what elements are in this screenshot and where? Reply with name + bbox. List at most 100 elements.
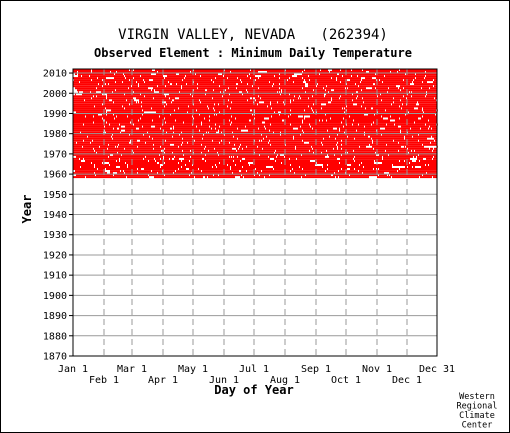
data-mark [382, 99, 400, 102]
data-mark [421, 117, 437, 120]
data-mark [425, 77, 437, 80]
data-row [73, 97, 437, 100]
data-mark [202, 123, 215, 126]
data-mark [232, 155, 233, 158]
data-mark [241, 143, 270, 146]
data-mark [383, 157, 410, 160]
data-mark [175, 109, 196, 112]
data-mark [405, 137, 427, 140]
data-mark [73, 115, 85, 118]
data-mark [258, 145, 295, 148]
y-tick-label: 1970 [43, 149, 67, 160]
data-mark [361, 81, 382, 84]
data-mark [366, 107, 371, 110]
data-mark [419, 103, 437, 106]
data-mark [182, 166, 212, 168]
data-mark [379, 174, 387, 177]
data-mark [358, 95, 377, 98]
data-mark [103, 103, 129, 106]
data-mark [92, 162, 102, 164]
data-mark [273, 85, 305, 88]
data-mark [208, 105, 227, 108]
data-mark [373, 139, 393, 142]
data-mark [200, 113, 214, 116]
data-mark [355, 168, 373, 170]
data-mark [78, 91, 79, 94]
data-mark [164, 157, 169, 160]
data-mark [315, 160, 354, 162]
data-mark [264, 137, 293, 140]
data-mark [195, 176, 203, 179]
y-tick-label: 1950 [43, 190, 67, 201]
data-mark [333, 174, 349, 177]
data-mark [114, 113, 142, 116]
data-mark [184, 157, 202, 160]
data-mark [222, 131, 232, 134]
data-mark [387, 123, 394, 126]
data-mark [73, 172, 94, 175]
data-mark [347, 123, 352, 126]
label-layer: 1870 1880 1890 1900 1910 1920 1930 1940 1950 1960… [43, 69, 455, 386]
data-mark [76, 111, 106, 114]
data-mark [124, 73, 151, 75]
data-mark [130, 133, 143, 136]
data-mark [193, 135, 233, 138]
data-mark [434, 155, 437, 158]
data-mark [165, 117, 193, 120]
data-mark [200, 99, 228, 102]
data-mark [166, 95, 192, 98]
data-mark [403, 103, 406, 106]
data-mark [332, 69, 340, 71]
data-mark [216, 127, 237, 130]
data-mark [214, 174, 218, 177]
data-mark [172, 83, 176, 86]
data-mark [194, 151, 201, 154]
data-mark [338, 147, 341, 150]
data-mark [193, 95, 222, 98]
data-mark [382, 133, 418, 136]
data-mark [175, 155, 190, 158]
data-mark [152, 170, 162, 173]
data-mark [107, 93, 124, 96]
data-mark [414, 83, 437, 86]
data-mark [338, 145, 359, 148]
data-mark [202, 143, 234, 146]
data-mark [338, 141, 372, 144]
data-mark [271, 123, 290, 126]
data-mark [90, 75, 124, 78]
data-mark [107, 95, 144, 98]
data-mark [228, 105, 267, 108]
data-mark [340, 127, 380, 130]
data-mark [405, 166, 407, 168]
data-mark [125, 172, 137, 175]
data-mark [183, 141, 187, 144]
data-mark [92, 97, 106, 100]
data-mark [344, 117, 383, 120]
data-mark [276, 160, 310, 162]
data-mark [94, 147, 107, 150]
data-mark [153, 137, 182, 140]
data-mark [408, 93, 426, 96]
data-mark [342, 147, 373, 150]
data-mark [139, 119, 152, 122]
data-mark [229, 99, 247, 102]
data-mark [174, 172, 191, 175]
credit-line: Regional [457, 402, 498, 412]
data-mark [327, 119, 353, 122]
data-mark [232, 115, 271, 118]
data-mark [434, 147, 437, 150]
data-mark [103, 85, 131, 88]
data-mark [266, 127, 293, 130]
data-mark [111, 109, 142, 112]
data-mark [322, 141, 337, 144]
data-mark [246, 125, 264, 128]
data-mark [374, 168, 376, 170]
data-mark [329, 155, 354, 158]
data-row [75, 170, 437, 173]
data-mark [94, 115, 116, 118]
data-mark [301, 125, 310, 128]
data-mark [297, 157, 337, 160]
data-row [73, 95, 437, 98]
data-mark [423, 81, 427, 84]
data-mark [222, 139, 254, 142]
